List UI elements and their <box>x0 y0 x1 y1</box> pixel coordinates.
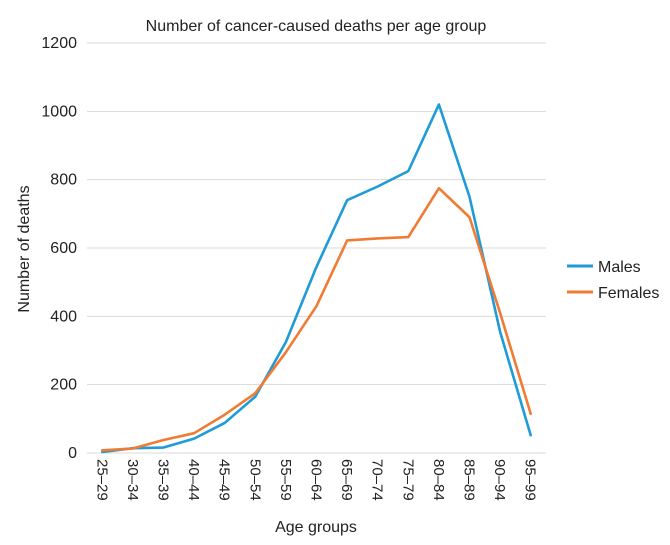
x-tick-label: 90–94 <box>491 459 508 501</box>
y-tick-label: 1000 <box>41 103 77 120</box>
legend-label-males: Males <box>598 259 641 276</box>
y-tick-label: 200 <box>50 377 77 394</box>
legend-label-females: Females <box>598 285 659 302</box>
x-tick-label: 75–79 <box>399 459 416 501</box>
x-tick-label: 80–84 <box>430 459 447 501</box>
x-tick-label: 60–64 <box>308 459 325 501</box>
series-line-females <box>101 186 533 452</box>
x-tick-label: 55–59 <box>277 459 294 501</box>
legend: Males Females <box>567 259 659 302</box>
grid <box>87 42 546 454</box>
y-tick-label: 800 <box>50 172 77 189</box>
x-tick-label: 95–99 <box>522 459 539 501</box>
x-tick-label: 45–49 <box>216 459 233 501</box>
x-axis-title: Age groups <box>275 519 357 536</box>
y-axis-title: Number of deaths <box>16 185 33 312</box>
x-tick-label: 65–69 <box>338 459 355 501</box>
x-tick-label: 50–54 <box>246 459 263 501</box>
y-axis-ticks: 0 200 400 600 800 1000 1200 <box>41 35 77 462</box>
chart-title: Number of cancer-caused deaths per age g… <box>146 18 487 35</box>
y-tick-label: 0 <box>68 445 77 462</box>
x-tick-label: 35–39 <box>155 459 172 501</box>
x-tick-label: 85–89 <box>461 459 478 501</box>
x-tick-label: 40–44 <box>185 459 202 501</box>
x-tick-label: 30–34 <box>124 459 141 501</box>
y-tick-label: 1200 <box>41 35 77 52</box>
x-axis-ticks: 25–29 30–34 35–39 40–44 45–49 50–54 55–59 60–64… <box>93 459 538 501</box>
x-tick-label: 25–29 <box>93 459 110 501</box>
x-tick-label: 70–74 <box>369 459 386 501</box>
y-tick-label: 400 <box>50 308 77 325</box>
series-lines <box>101 103 533 454</box>
series-line-males <box>101 103 533 454</box>
y-tick-label: 600 <box>50 240 77 257</box>
